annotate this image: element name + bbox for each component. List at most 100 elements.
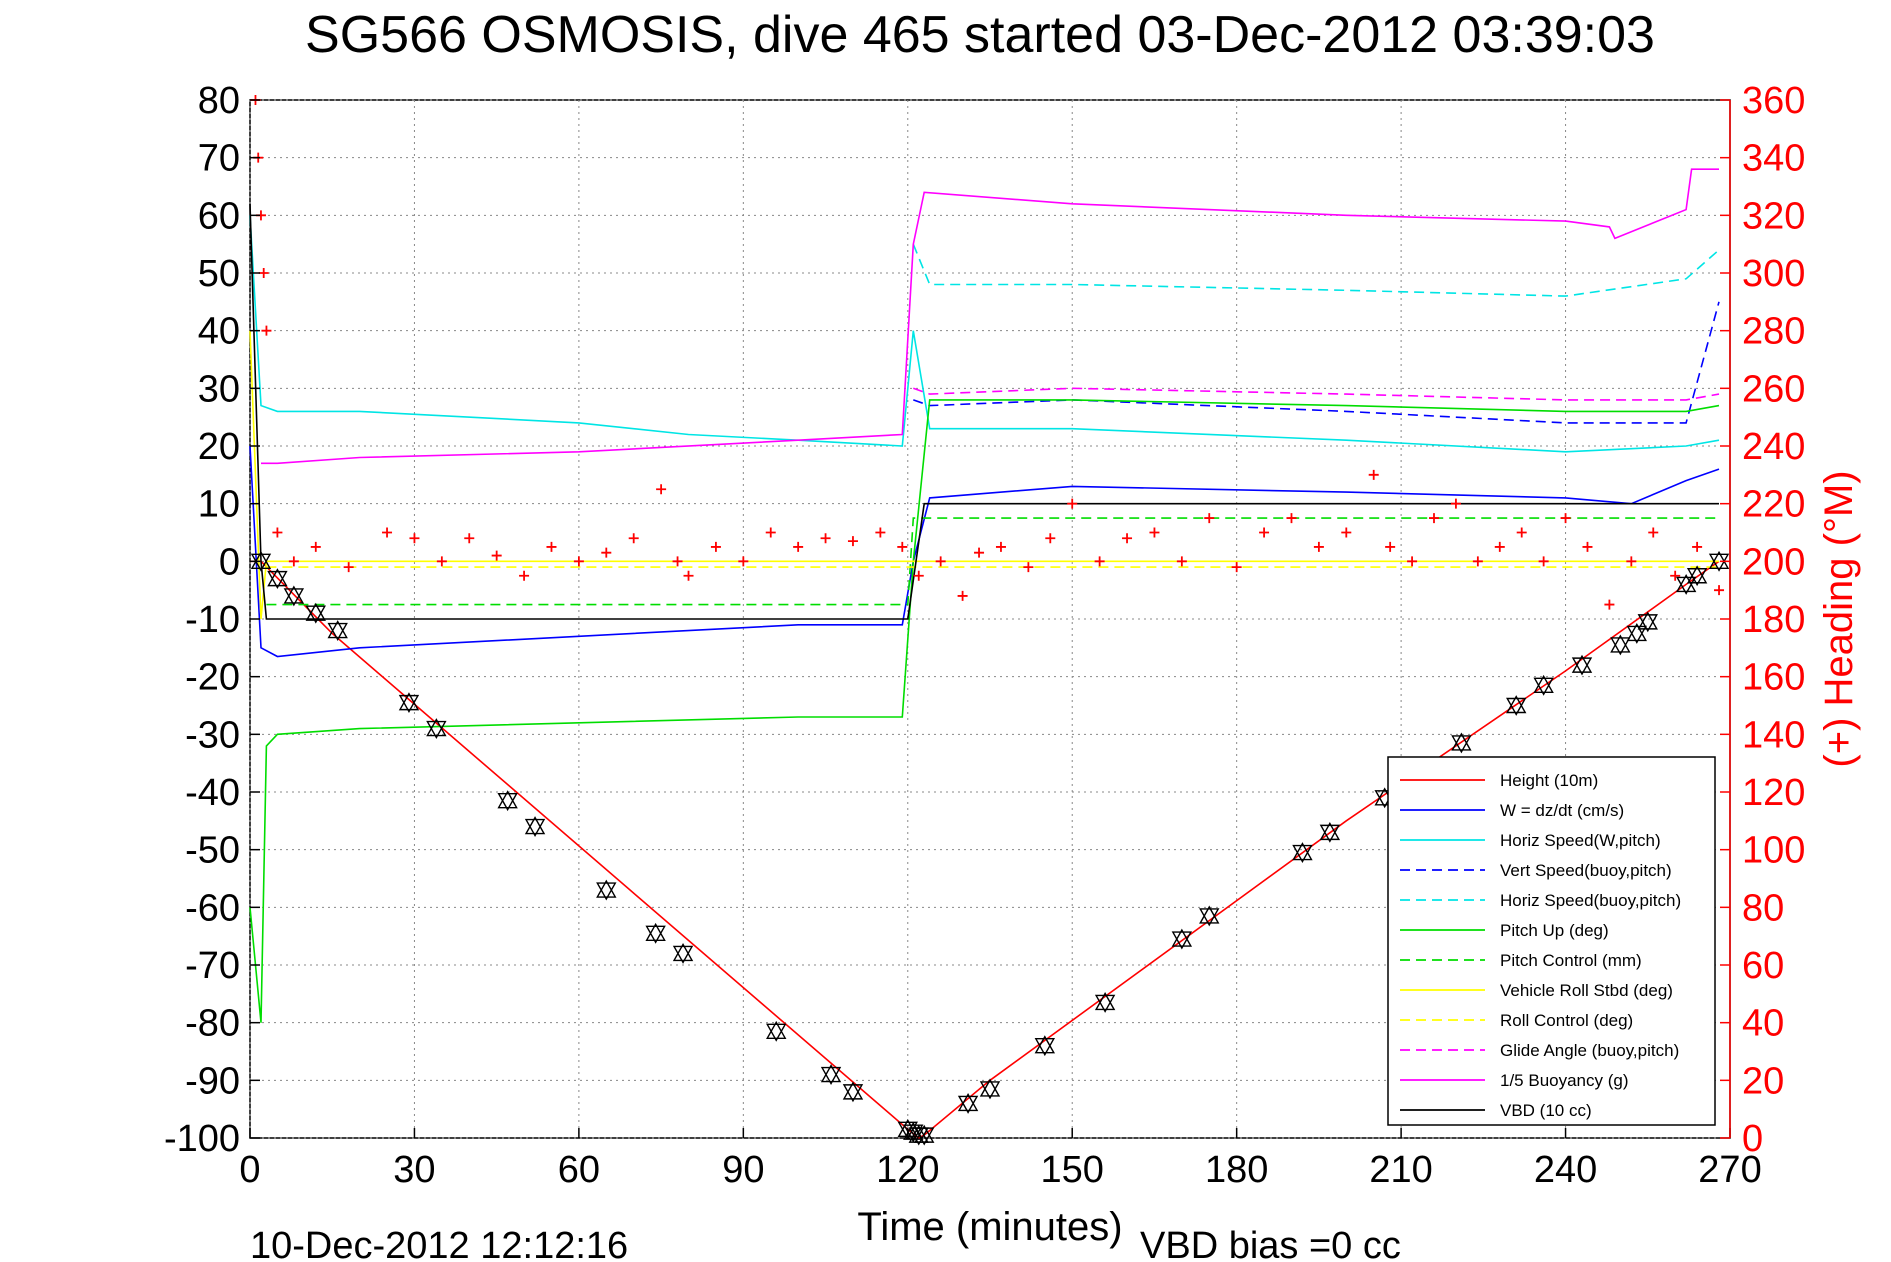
waypoint-marker (914, 1124, 935, 1146)
y-tick-label: -100 (164, 1118, 240, 1160)
x-tick-label: 90 (722, 1149, 764, 1191)
y-right-tick-label: 320 (1742, 195, 1805, 237)
heading-point (935, 556, 946, 567)
heading-point (820, 533, 831, 544)
y-right-tick-label: 140 (1742, 714, 1805, 756)
y-tick-label: 10 (198, 484, 240, 526)
waypoint-marker (1506, 695, 1527, 716)
y-tick-label: 70 (198, 138, 240, 180)
y-right-tick-label: 120 (1742, 772, 1805, 814)
y-right-tick-label: 60 (1742, 945, 1784, 987)
waypoint-marker (250, 550, 272, 572)
legend-label: VBD (10 cc) (1500, 1101, 1592, 1120)
heading-point (1626, 556, 1637, 567)
heading-point (1670, 570, 1681, 581)
waypoint-marker (398, 692, 420, 714)
x-tick-label: 180 (1205, 1149, 1268, 1191)
x-tick-label: 30 (393, 1149, 435, 1191)
legend-label: Roll Control (deg) (1500, 1011, 1633, 1030)
waypoint-marker (1686, 565, 1708, 587)
legend-label: Horiz Speed(W,pitch) (1500, 831, 1661, 850)
y-right-tick-label: 200 (1742, 541, 1805, 583)
legend-label: Horiz Speed(buoy,pitch) (1500, 891, 1681, 910)
waypoint-marker (1610, 634, 1631, 656)
legend-label: W = dz/dt (cm/s) (1500, 801, 1624, 820)
x-tick-label: 210 (1369, 1149, 1432, 1191)
y-right-tick-label: 20 (1742, 1060, 1784, 1102)
legend-label: Vehicle Roll Stbd (deg) (1500, 981, 1673, 1000)
series-line (249, 215, 1720, 453)
y-right-tick-label: 0 (1742, 1118, 1763, 1160)
x-axis: 0 30 60 90 120 150 180 210 240 270 (239, 1128, 1762, 1191)
heading-point (436, 556, 447, 567)
heading-point (683, 570, 694, 581)
series-layer (249, 168, 1720, 1139)
heading-point (897, 541, 908, 552)
waypoint-marker (267, 568, 288, 590)
marker-layer (250, 550, 1730, 1146)
heading-point (628, 533, 639, 544)
series-line (913, 387, 1720, 401)
heading-point (1259, 527, 1270, 538)
heading-point (261, 325, 272, 336)
heading-point (1560, 513, 1571, 524)
heading-point (1516, 527, 1527, 538)
x-tick-label: 60 (558, 1149, 600, 1191)
heading-point (1094, 556, 1105, 567)
series-line (261, 168, 1719, 465)
legend-label: Vert Speed(buoy,pitch) (1500, 861, 1672, 880)
y-right-tick-label: 160 (1742, 657, 1805, 699)
heading-point (272, 527, 283, 538)
y-tick-label: 50 (198, 253, 240, 295)
heading-point (519, 570, 530, 581)
waypoint-marker (305, 602, 326, 624)
heading-point (1429, 513, 1439, 524)
y-tick-label: 60 (198, 195, 240, 237)
waypoint-marker (766, 1020, 787, 1042)
series-line (249, 399, 1720, 1023)
heading-point (1149, 527, 1160, 538)
heading-point (1368, 469, 1379, 480)
heading-point (957, 590, 968, 601)
y-tick-label: -30 (185, 714, 240, 756)
y-tick-label: -10 (185, 599, 240, 641)
heading-point (601, 547, 612, 558)
footer-vbd-bias: VBD bias =0 cc (1140, 1225, 1401, 1262)
waypoint-marker (1708, 550, 1730, 572)
y-right-tick-label: 360 (1742, 80, 1805, 122)
heading-point (310, 541, 321, 552)
y-tick-label: -50 (185, 830, 240, 872)
y-right-tick-label: 220 (1742, 484, 1805, 526)
heading-point (1385, 541, 1396, 552)
waypoint-marker (596, 879, 617, 901)
y-axis-right-label: (+) Heading (°M) (1817, 470, 1861, 767)
waypoint-marker (1571, 654, 1593, 676)
y-tick-label: 40 (198, 311, 240, 353)
waypoint-marker (979, 1078, 1001, 1100)
waypoint-marker (1171, 928, 1193, 950)
waypoint-marker (1533, 674, 1554, 696)
heading-point (738, 556, 749, 567)
chart-title: SG566 OSMOSIS, dive 465 started 03-Dec-2… (305, 6, 1655, 64)
heading-point (1204, 513, 1215, 524)
waypoint-marker (1319, 821, 1341, 843)
y-tick-label: 30 (198, 368, 240, 410)
waypoint-marker (283, 585, 305, 607)
waypoint-marker (1034, 1035, 1056, 1057)
waypoint-marker (672, 943, 694, 964)
y-right-tick-label: 180 (1742, 599, 1805, 641)
y-tick-label: -70 (185, 945, 240, 987)
waypoint-marker (497, 790, 518, 812)
legend-label: Pitch Up (deg) (1500, 921, 1609, 940)
series-line (249, 203, 1719, 620)
waypoint-marker (1637, 611, 1658, 633)
series-line (266, 517, 1719, 606)
heading-point (1122, 533, 1133, 544)
legend-box (1387, 756, 1716, 1126)
heading-layer (250, 95, 1725, 610)
y-right-tick-label: 300 (1742, 253, 1805, 295)
heading-point (1538, 556, 1549, 567)
heading-point (1450, 498, 1461, 509)
heading-point (1176, 556, 1187, 567)
